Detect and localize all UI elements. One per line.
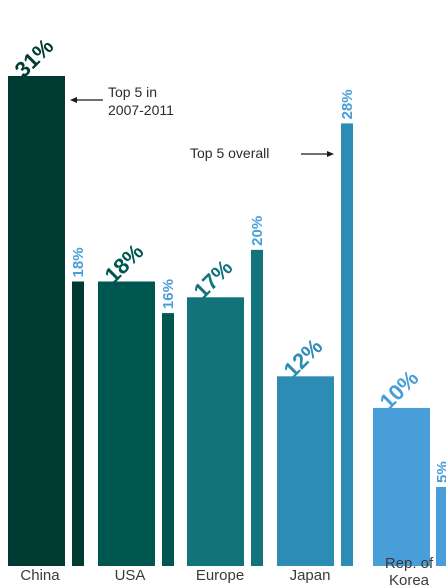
category-label-rep-of-korea: Rep. of Korea — [385, 555, 434, 587]
annotation-overall-text: Top 5 overall — [190, 145, 269, 161]
bar-minor-china — [72, 281, 84, 566]
value-label-minor-usa: 16% — [160, 279, 177, 309]
annotation-text-line-2: 2007-2011 — [108, 102, 174, 118]
annotation-top5-overall: Top 5 overall — [190, 145, 334, 161]
bar-major-usa — [98, 281, 155, 566]
bar-minor-japan — [341, 123, 353, 566]
value-label-major-rep-of-korea: 10% — [375, 365, 424, 414]
bars-layer — [8, 76, 446, 566]
bar-major-europe — [187, 297, 244, 566]
annotation-arrow-head — [70, 97, 77, 103]
annotation-overall-arrow-head — [327, 151, 334, 157]
bar-minor-usa — [162, 313, 174, 566]
category-label-china: China — [20, 567, 60, 584]
category-label-usa: USA — [115, 567, 146, 584]
value-label-major-europe: 17% — [189, 255, 238, 304]
bar-minor-europe — [251, 249, 263, 566]
annotation-top5-period: Top 5 in 2007-2011 — [70, 84, 174, 118]
value-label-major-china: 31% — [10, 33, 59, 82]
value-label-major-japan: 12% — [279, 334, 328, 383]
value-label-minor-china: 18% — [70, 247, 87, 277]
bar-major-rep-of-korea — [373, 407, 430, 566]
annotation-text-line-1: Top 5 in — [108, 84, 157, 100]
bar-major-japan — [277, 376, 334, 566]
value-label-minor-japan: 28% — [339, 89, 356, 119]
category-labels-layer: China USA Europe Japan Rep. of Korea — [20, 555, 434, 587]
value-label-minor-rep-of-korea: 5% — [434, 461, 446, 483]
bar-minor-rep-of-korea — [436, 486, 446, 566]
value-label-major-usa: 18% — [100, 239, 149, 288]
value-label-minor-europe: 20% — [249, 216, 266, 246]
category-label-europe: Europe — [196, 567, 244, 584]
category-label-japan: Japan — [290, 567, 331, 584]
bar-major-china — [8, 76, 65, 566]
